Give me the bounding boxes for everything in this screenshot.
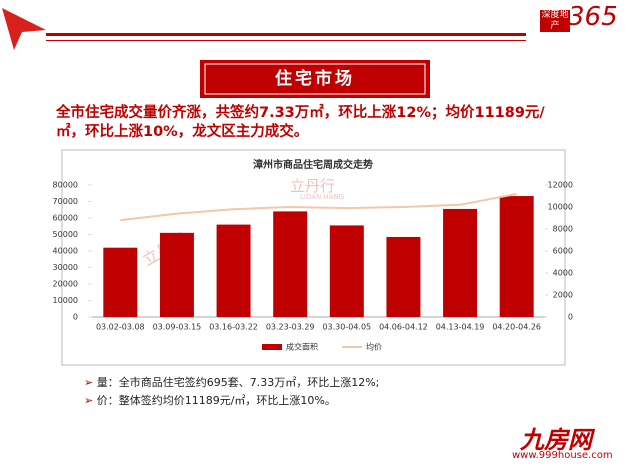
logo-text: 深度地产 [540, 10, 570, 32]
bar [443, 208, 478, 317]
y2-tick-label: 2000 [553, 291, 573, 300]
chart-title: 漳州市商品住宅周成交走势 [253, 158, 373, 171]
arrow-logo [2, 8, 46, 50]
bullet-list: ➢ 量：全市商品住宅签约695套、7.33万㎡，环比上涨12%; ➢ 价：整体签… [84, 374, 379, 410]
y2-tick-label: 12000 [548, 181, 573, 190]
y-tick-label: 10000 [53, 296, 78, 305]
y2-tick-label: 6000 [553, 247, 573, 256]
legend-swatch [262, 344, 282, 350]
bar [273, 211, 308, 317]
y2-tick-label: 4000 [553, 269, 573, 278]
y-tick-label: 0 [73, 313, 78, 322]
x-tick-label: 04.13-04.19 [436, 323, 485, 332]
section-banner [200, 60, 430, 98]
header-line [46, 40, 526, 41]
x-tick-label: 03.09-03.15 [153, 323, 202, 332]
bar [103, 247, 138, 317]
watermark: LIDAN HANG [300, 193, 345, 201]
bar [386, 236, 421, 317]
bullet: ➢ 量：全市商品住宅签约695套、7.33万㎡，环比上涨12%; [84, 376, 380, 389]
y-tick-label: 50000 [53, 230, 78, 239]
banner-frame [204, 63, 426, 95]
x-tick-label: 04.20-04.26 [492, 323, 541, 332]
y-tick-label: 30000 [53, 263, 78, 272]
y-tick-label: 60000 [53, 214, 78, 223]
header-line [46, 33, 526, 36]
logo-number: 365 [568, 2, 618, 32]
chart-frame [61, 149, 566, 366]
watermark: 立丹行 [290, 177, 336, 195]
bar [216, 224, 251, 317]
y-tick-label: 80000 [53, 181, 78, 190]
bullet: ➢ 价：整体签约均价11189元/㎡，环比上涨10%。 [84, 394, 336, 407]
section-title: 住宅市场 [275, 69, 355, 89]
line [120, 192, 517, 222]
x-tick-label: 03.30-04.05 [322, 323, 371, 332]
bar [159, 232, 194, 317]
legend-label: 均价 [366, 342, 382, 352]
bullet-text: 价：整体签约均价11189元/㎡，环比上涨10%。 [96, 394, 336, 407]
y2-tick-label: 0 [568, 313, 573, 322]
x-tick-label: 04.06-04.12 [379, 323, 428, 332]
bar [329, 225, 364, 317]
bar [499, 196, 534, 317]
y2-tick-label: 10000 [548, 203, 573, 212]
y-tick-label: 70000 [53, 197, 78, 206]
y2-tick-label: 8000 [553, 225, 573, 234]
y-tick-label: 40000 [53, 247, 78, 256]
footer-url: www.999house.com [512, 450, 613, 461]
x-tick-label: 03.23-03.29 [266, 323, 315, 332]
x-tick-label: 03.02-03.08 [96, 323, 145, 332]
legend-label: 成交面积 [286, 342, 318, 352]
footer-brand: 九房网 [520, 426, 592, 454]
x-tick-label: 03.16-03.22 [209, 323, 258, 332]
y-tick-label: 20000 [53, 280, 78, 289]
bullet-text: 量：全市商品住宅签约695套、7.33万㎡，环比上涨12%; [96, 376, 380, 389]
headline: 全市住宅成交量价齐涨，共签约7.33万㎡，环比上涨12%；均价11189元/㎡，… [56, 105, 545, 140]
